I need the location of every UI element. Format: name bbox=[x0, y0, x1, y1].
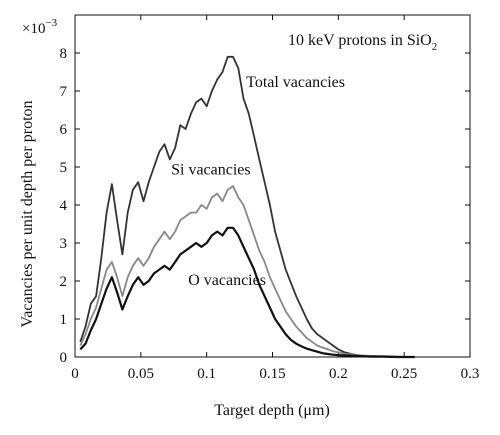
y-tick-label: 4 bbox=[60, 198, 68, 214]
y-axis-title: Vacancies per unit depth per proton bbox=[19, 100, 36, 327]
x-axis: 0 0.05 0.1 0.15 0.2 0.25 0.3 bbox=[71, 15, 479, 382]
y-tick-label: 6 bbox=[60, 122, 68, 138]
y-axis: 0 1 2 3 4 5 6 7 8 bbox=[60, 46, 470, 366]
series-layer bbox=[79, 55, 415, 359]
plot-frame bbox=[74, 14, 471, 358]
series-line-o-vacancies bbox=[79, 226, 415, 359]
y-tick-label: 0 bbox=[60, 350, 68, 366]
y-tick-label: 7 bbox=[60, 84, 68, 100]
x-tick-label: 0.05 bbox=[128, 366, 154, 382]
y-tick-label: 5 bbox=[60, 160, 68, 176]
series-annotation: O vacancies bbox=[188, 272, 266, 289]
y-multiplier-label: ×10−3 bbox=[22, 17, 58, 37]
series-annotation: Si vacancies bbox=[171, 162, 251, 179]
x-tick-label: 0 bbox=[71, 366, 79, 382]
series-annotation: Total vacancies bbox=[246, 74, 345, 91]
x-tick-label: 0.15 bbox=[259, 366, 285, 382]
plot-area bbox=[74, 14, 471, 358]
annotation-layer: Total vacancies Si vacancies O vacancies bbox=[171, 74, 345, 289]
x-tick-label: 0.2 bbox=[329, 366, 348, 382]
y-tick-label: 1 bbox=[60, 312, 68, 328]
y-tick-label: 8 bbox=[60, 46, 68, 62]
y-tick-label: 3 bbox=[60, 236, 68, 252]
y-tick-label: 2 bbox=[60, 274, 68, 290]
x-tick-label: 0.1 bbox=[197, 366, 216, 382]
series-line-si-vacancies bbox=[79, 185, 415, 358]
series-line-total-vacancies bbox=[79, 55, 392, 358]
x-axis-title: Target depth (μm) bbox=[214, 402, 330, 419]
chart-title: 10 keV protons in SiO2 bbox=[288, 32, 437, 53]
x-tick-label: 0.3 bbox=[461, 366, 480, 382]
x-tick-label: 0.25 bbox=[391, 366, 417, 382]
